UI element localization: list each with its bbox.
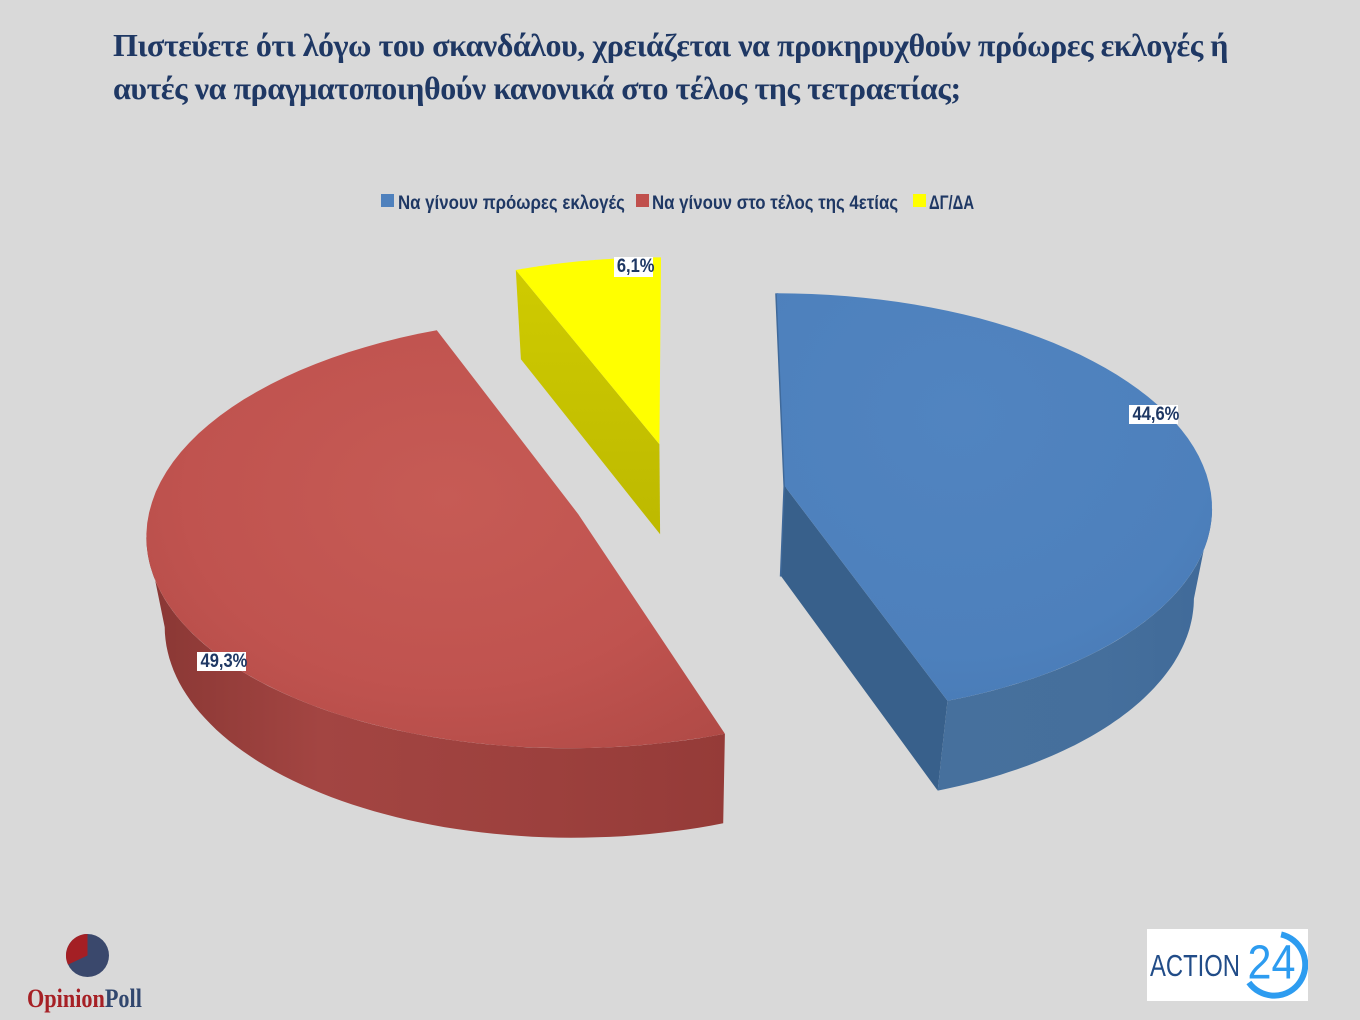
svg-text:24: 24 bbox=[1248, 937, 1296, 990]
svg-text:ACTION: ACTION bbox=[1150, 948, 1240, 983]
